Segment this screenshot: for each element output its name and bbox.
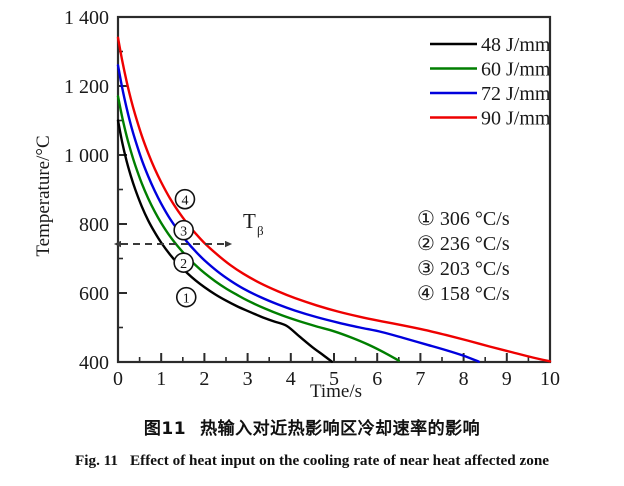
x-tick-label: 5 (329, 368, 339, 390)
legend-label: 72 J/mm (481, 83, 551, 105)
marker-circle (175, 286, 197, 308)
cooling-rate-note: ② 236 °C/s (417, 233, 510, 255)
y-tick-label: 600 (79, 283, 109, 305)
marker-number: 4 (181, 194, 188, 209)
legend-label: 48 J/mm (481, 34, 551, 56)
curve-72-j-mm (116, 64, 480, 363)
threshold-label-group: T β (243, 209, 264, 238)
curve-markers: 1 2 3 4 (173, 188, 197, 308)
caption-chinese-text: 热输入对近热影响区冷却速率的影响 (200, 419, 481, 439)
caption-english-text: Effect of heat input on the cooling rate… (130, 452, 550, 469)
x-tick-label: 6 (372, 368, 382, 390)
curve-marker: 3 (173, 219, 194, 241)
y-tick-label: 1 000 (64, 145, 109, 167)
threshold-label-subscript: β (257, 223, 264, 238)
x-axis-title: Time/s (310, 381, 362, 402)
cooling-rate-note: ① 306 °C/s (417, 208, 510, 230)
x-tick-label: 9 (502, 368, 512, 390)
x-tick-label: 0 (113, 368, 123, 390)
curve-60-j-mm (116, 95, 400, 362)
marker-circle (173, 252, 194, 273)
curve-48-j-mm (116, 119, 334, 363)
marker-number: 3 (180, 225, 187, 240)
y-tick-label: 1 400 (64, 7, 109, 29)
caption-english: Fig. 11 Effect of heat input on the cooli… (0, 452, 624, 470)
data-curves (116, 36, 552, 363)
legend-label: 90 J/mm (481, 108, 551, 130)
curve-marker: 1 (175, 286, 197, 308)
x-tick-label: 3 (243, 368, 253, 390)
marker-circle (174, 188, 196, 210)
y-tick-label: 1 200 (64, 76, 109, 98)
threshold-label: T (243, 209, 256, 233)
x-tick-label: 7 (415, 368, 425, 390)
cooling-rate-note: ④ 158 °C/s (417, 283, 510, 305)
marker-number: 1 (183, 292, 190, 307)
marker-circle (173, 219, 194, 241)
y-tick-label: 800 (79, 214, 109, 236)
x-axis-tick-labels: 0 1 2 3 4 5 6 7 8 9 10 (113, 368, 560, 390)
curve-marker: 2 (173, 252, 194, 273)
marker-number: 2 (180, 257, 187, 272)
axis-ticks (117, 50, 551, 362)
x-tick-label: 1 (156, 368, 166, 390)
x-tick-label: 8 (459, 368, 469, 390)
cooling-rate-notes: ① 306 °C/s ② 236 °C/s ③ 203 °C/s ④ 158 °C/s (417, 208, 510, 305)
y-axis-tick-labels: 400 600 800 1 000 1 200 1 400 (64, 7, 109, 374)
x-tick-label: 4 (286, 368, 296, 390)
x-tick-label: 2 (199, 368, 209, 390)
curve-marker: 4 (174, 188, 196, 210)
y-tick-label: 400 (79, 352, 109, 374)
caption-chinese: 图11 热输入对近热影响区冷却速率的影响 (0, 414, 624, 439)
curve-90-j-mm (116, 36, 552, 363)
x-tick-label: 10 (540, 368, 560, 390)
cooling-rate-note: ③ 203 °C/s (417, 258, 510, 280)
caption-chinese-number: 图11 (143, 419, 187, 439)
caption-english-number: Fig. 11 (74, 452, 119, 469)
y-axis-title: Temperature/°C (33, 135, 54, 256)
legend-label: 60 J/mm (481, 59, 551, 81)
